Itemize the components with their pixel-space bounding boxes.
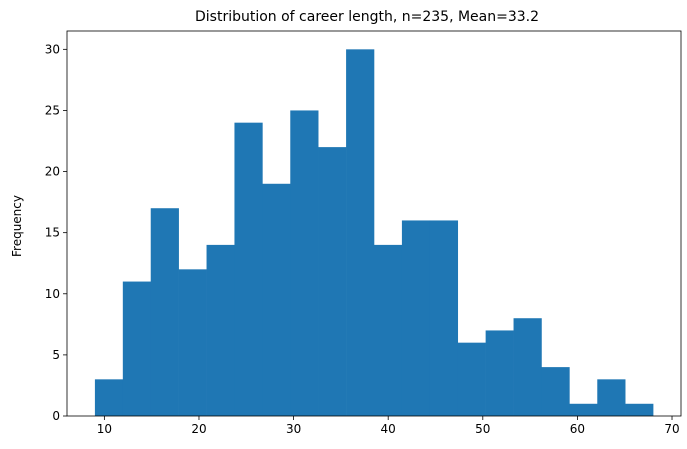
x-tick-label: 40 bbox=[381, 422, 396, 436]
histogram-bar bbox=[318, 147, 347, 416]
x-tick-label: 20 bbox=[191, 422, 206, 436]
x-tick-label: 30 bbox=[286, 422, 301, 436]
y-tick-label: 0 bbox=[52, 409, 60, 423]
histogram-bar bbox=[94, 379, 124, 416]
plot-frame bbox=[66, 30, 682, 417]
y-tick-label: 15 bbox=[45, 226, 60, 240]
histogram-bar bbox=[346, 49, 375, 416]
histogram-bar bbox=[569, 403, 598, 416]
chart-title: Distribution of career length, n=235, Me… bbox=[195, 9, 539, 25]
histogram-bar bbox=[485, 330, 514, 416]
histogram-bar bbox=[178, 269, 207, 416]
histogram-bar bbox=[150, 208, 179, 416]
x-tick-label: 50 bbox=[475, 422, 490, 436]
histogram-bar bbox=[206, 244, 235, 416]
histogram-bar bbox=[290, 110, 319, 416]
histogram-bar bbox=[401, 220, 431, 416]
histogram-bar bbox=[597, 379, 626, 416]
y-tick-label: 10 bbox=[45, 287, 60, 301]
histogram-bar bbox=[625, 403, 654, 416]
y-axis-ticks: 0 5 10 15 20 25 30 bbox=[45, 42, 67, 423]
y-tick-label: 30 bbox=[45, 42, 60, 56]
x-tick-label: 70 bbox=[664, 422, 679, 436]
y-tick-label: 5 bbox=[52, 348, 60, 362]
histogram-bar bbox=[541, 367, 570, 416]
histogram-bar bbox=[457, 342, 486, 416]
y-tick-label: 25 bbox=[45, 103, 60, 117]
x-tick-label: 60 bbox=[570, 422, 585, 436]
histogram-bar bbox=[429, 220, 459, 416]
x-tick-label: 10 bbox=[97, 422, 112, 436]
y-axis-label: Frequency bbox=[10, 195, 24, 257]
histogram-bar bbox=[262, 183, 291, 416]
histogram-bar bbox=[234, 122, 263, 417]
y-tick-label: 20 bbox=[45, 165, 60, 179]
bars-group bbox=[94, 49, 654, 417]
histogram-bar bbox=[374, 244, 403, 416]
histogram-bar bbox=[513, 318, 542, 416]
histogram-bar bbox=[122, 281, 152, 416]
x-axis-ticks: 10 20 30 40 50 60 70 bbox=[97, 416, 680, 436]
